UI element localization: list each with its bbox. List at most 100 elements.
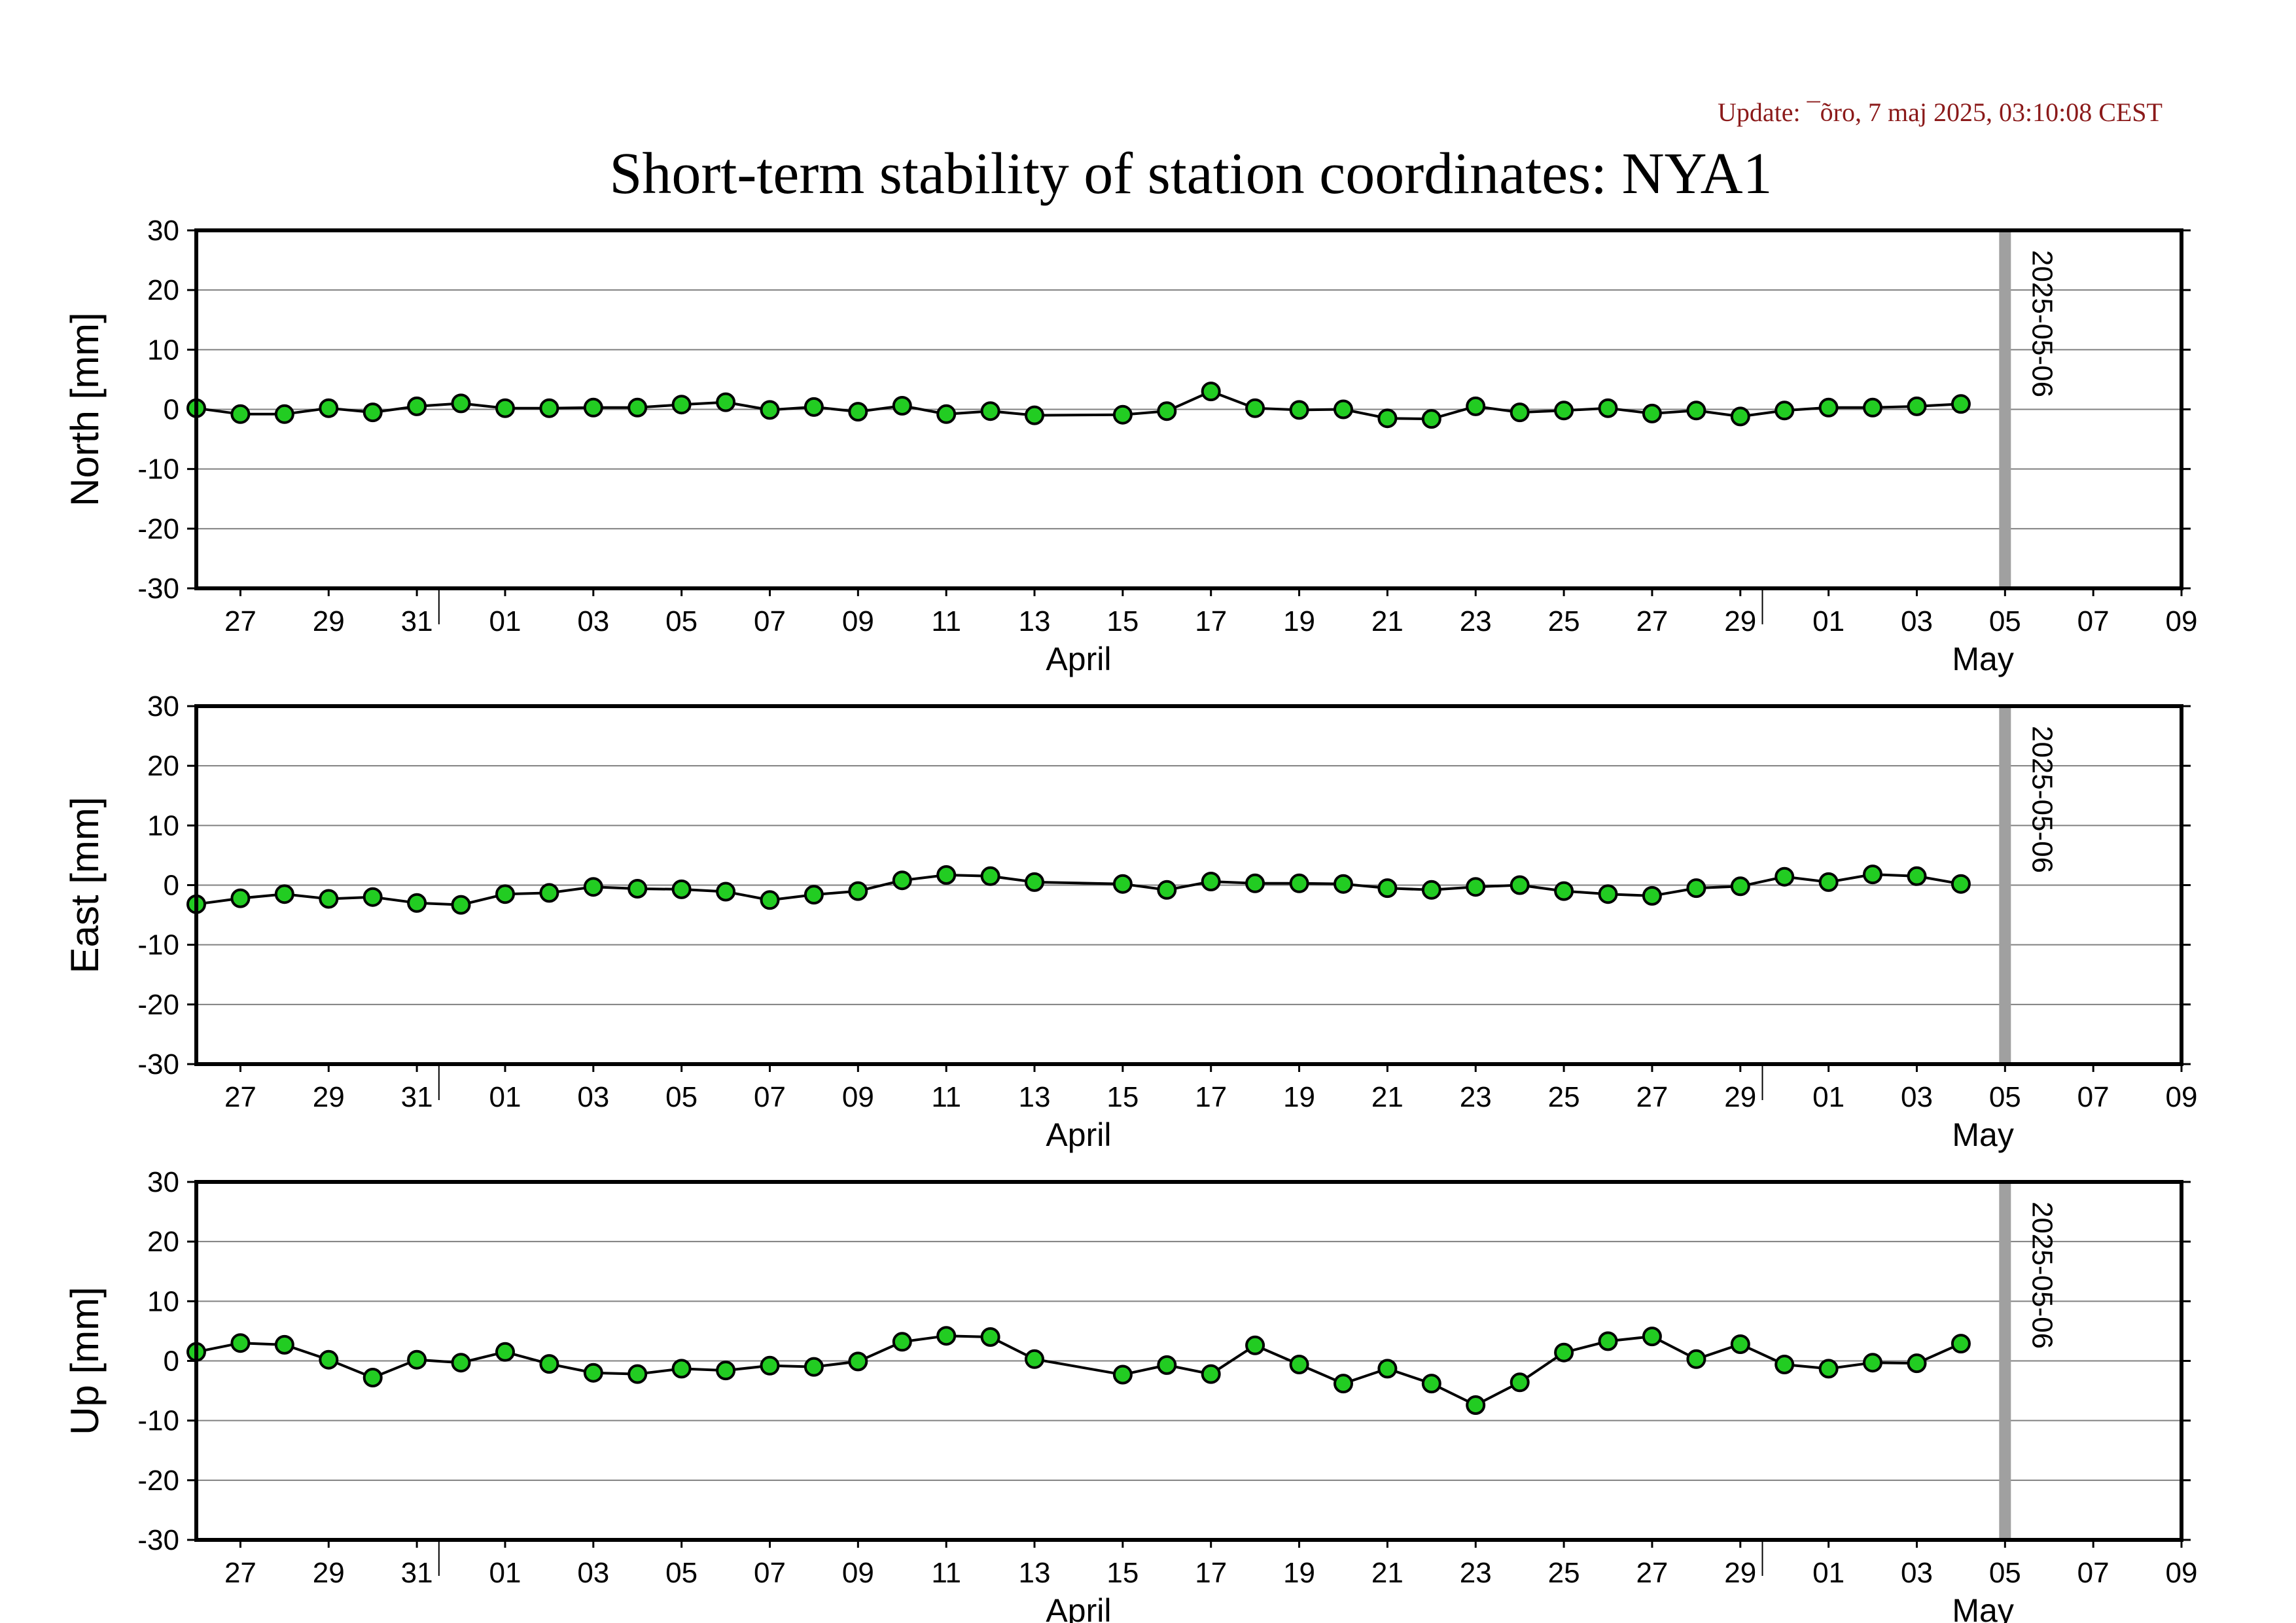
data-point bbox=[1598, 1331, 1618, 1351]
data-point bbox=[1289, 400, 1309, 420]
data-point bbox=[274, 1334, 294, 1355]
data-point bbox=[1289, 873, 1309, 893]
x-tick-label: 29 bbox=[1724, 1557, 1756, 1589]
data-point bbox=[1686, 1349, 1706, 1369]
date-marker-band bbox=[1999, 230, 2011, 588]
x-tick-label: 27 bbox=[1636, 1557, 1668, 1589]
data-point bbox=[1818, 872, 1839, 892]
x-tick-label: 13 bbox=[1019, 1557, 1051, 1589]
data-point bbox=[1245, 398, 1265, 418]
data-point bbox=[1245, 1335, 1265, 1355]
x-tick-label: 29 bbox=[1724, 1081, 1756, 1113]
x-tick-label: 05 bbox=[665, 1557, 698, 1589]
data-point bbox=[1775, 866, 1795, 887]
data-point bbox=[848, 881, 868, 901]
data-point bbox=[1025, 872, 1044, 892]
date-marker-label: 2025-05-06 bbox=[2026, 250, 2058, 397]
x-tick-label: 25 bbox=[1548, 605, 1580, 637]
data-point bbox=[671, 1359, 692, 1379]
data-point bbox=[1642, 403, 1662, 423]
data-point bbox=[1775, 1355, 1795, 1374]
data-point bbox=[539, 883, 559, 903]
y-tick-label: -30 bbox=[137, 573, 179, 605]
x-tick-label: 21 bbox=[1371, 1081, 1404, 1113]
x-tick-label: 19 bbox=[1283, 1557, 1315, 1589]
y-tick-label: -20 bbox=[137, 989, 179, 1021]
data-point bbox=[716, 392, 736, 412]
x-tick-label: 13 bbox=[1019, 1081, 1051, 1113]
x-tick-label: 21 bbox=[1371, 1557, 1404, 1589]
month-label: May bbox=[1952, 1116, 2013, 1153]
x-tick-label: 03 bbox=[1901, 1081, 1933, 1113]
x-tick-label: 05 bbox=[665, 1081, 698, 1113]
x-tick-label: 31 bbox=[401, 1557, 433, 1589]
x-tick-label: 31 bbox=[401, 1081, 433, 1113]
y-tick-label: -30 bbox=[137, 1524, 179, 1556]
data-point bbox=[1377, 1359, 1398, 1379]
data-point bbox=[1598, 398, 1618, 418]
x-tick-label: 27 bbox=[224, 1081, 256, 1113]
data-point bbox=[539, 1354, 559, 1374]
data-point bbox=[1510, 402, 1530, 423]
x-tick-label: 15 bbox=[1106, 1081, 1139, 1113]
x-tick-label: 25 bbox=[1548, 1557, 1580, 1589]
x-tick-label: 03 bbox=[1901, 605, 1933, 637]
data-point bbox=[1907, 396, 1927, 416]
y-tick-label: -20 bbox=[137, 513, 179, 545]
data-point bbox=[1421, 880, 1441, 900]
x-tick-label: 09 bbox=[842, 1557, 874, 1589]
data-point bbox=[892, 396, 912, 416]
plot-frame bbox=[194, 1180, 2183, 1542]
month-label: April bbox=[1046, 1592, 1111, 1623]
x-tick-label: 07 bbox=[754, 1557, 786, 1589]
data-point bbox=[583, 1363, 603, 1383]
x-tick-label: 03 bbox=[577, 605, 609, 637]
x-tick-label: 27 bbox=[1636, 605, 1668, 637]
x-tick-label: 09 bbox=[2166, 1557, 2198, 1589]
data-point bbox=[1730, 406, 1750, 427]
y-axis-label: North [mm] bbox=[63, 312, 107, 507]
data-point bbox=[936, 865, 957, 885]
y-tick-label: 10 bbox=[147, 810, 179, 842]
data-point bbox=[1510, 1372, 1530, 1393]
y-tick-label: 0 bbox=[164, 870, 179, 902]
data-point bbox=[980, 866, 1000, 886]
data-point bbox=[1201, 872, 1221, 891]
data-point bbox=[407, 396, 427, 416]
y-tick-label: 10 bbox=[147, 1285, 179, 1317]
data-point bbox=[1333, 874, 1353, 894]
x-tick-label: 31 bbox=[401, 605, 433, 637]
data-point bbox=[407, 893, 427, 913]
x-tick-label: 27 bbox=[224, 605, 256, 637]
data-point bbox=[583, 877, 603, 897]
data-point bbox=[230, 1333, 251, 1353]
x-tick-label: 07 bbox=[2077, 605, 2110, 637]
plot-frame bbox=[194, 704, 2183, 1066]
x-tick-label: 05 bbox=[1989, 1557, 2021, 1589]
data-point bbox=[804, 885, 824, 905]
data-point bbox=[1951, 1334, 1971, 1354]
x-tick-label: 11 bbox=[931, 605, 961, 637]
y-tick-label: 20 bbox=[147, 274, 179, 306]
x-tick-label: 01 bbox=[489, 1557, 521, 1589]
date-marker-label: 2025-05-06 bbox=[2026, 1202, 2058, 1349]
x-tick-label: 07 bbox=[754, 1081, 786, 1113]
x-tick-label: 21 bbox=[1371, 605, 1404, 637]
data-point bbox=[1289, 1355, 1309, 1374]
x-tick-label: 03 bbox=[577, 1557, 609, 1589]
series-line bbox=[196, 1334, 1962, 1407]
date-marker-band bbox=[1999, 706, 2011, 1064]
data-point bbox=[1554, 881, 1574, 901]
data-point bbox=[1554, 401, 1574, 421]
data-point bbox=[760, 400, 780, 420]
data-point bbox=[627, 1364, 648, 1384]
data-point bbox=[1157, 1355, 1177, 1375]
data-point bbox=[1466, 396, 1486, 416]
data-point bbox=[495, 884, 515, 904]
x-tick-label: 23 bbox=[1460, 1557, 1492, 1589]
chart-title: Short-term stability of station coordina… bbox=[609, 141, 1772, 206]
x-tick-label: 05 bbox=[1989, 605, 2021, 637]
data-point bbox=[1686, 878, 1706, 899]
data-point bbox=[1025, 405, 1044, 425]
y-tick-label: 0 bbox=[164, 394, 179, 426]
